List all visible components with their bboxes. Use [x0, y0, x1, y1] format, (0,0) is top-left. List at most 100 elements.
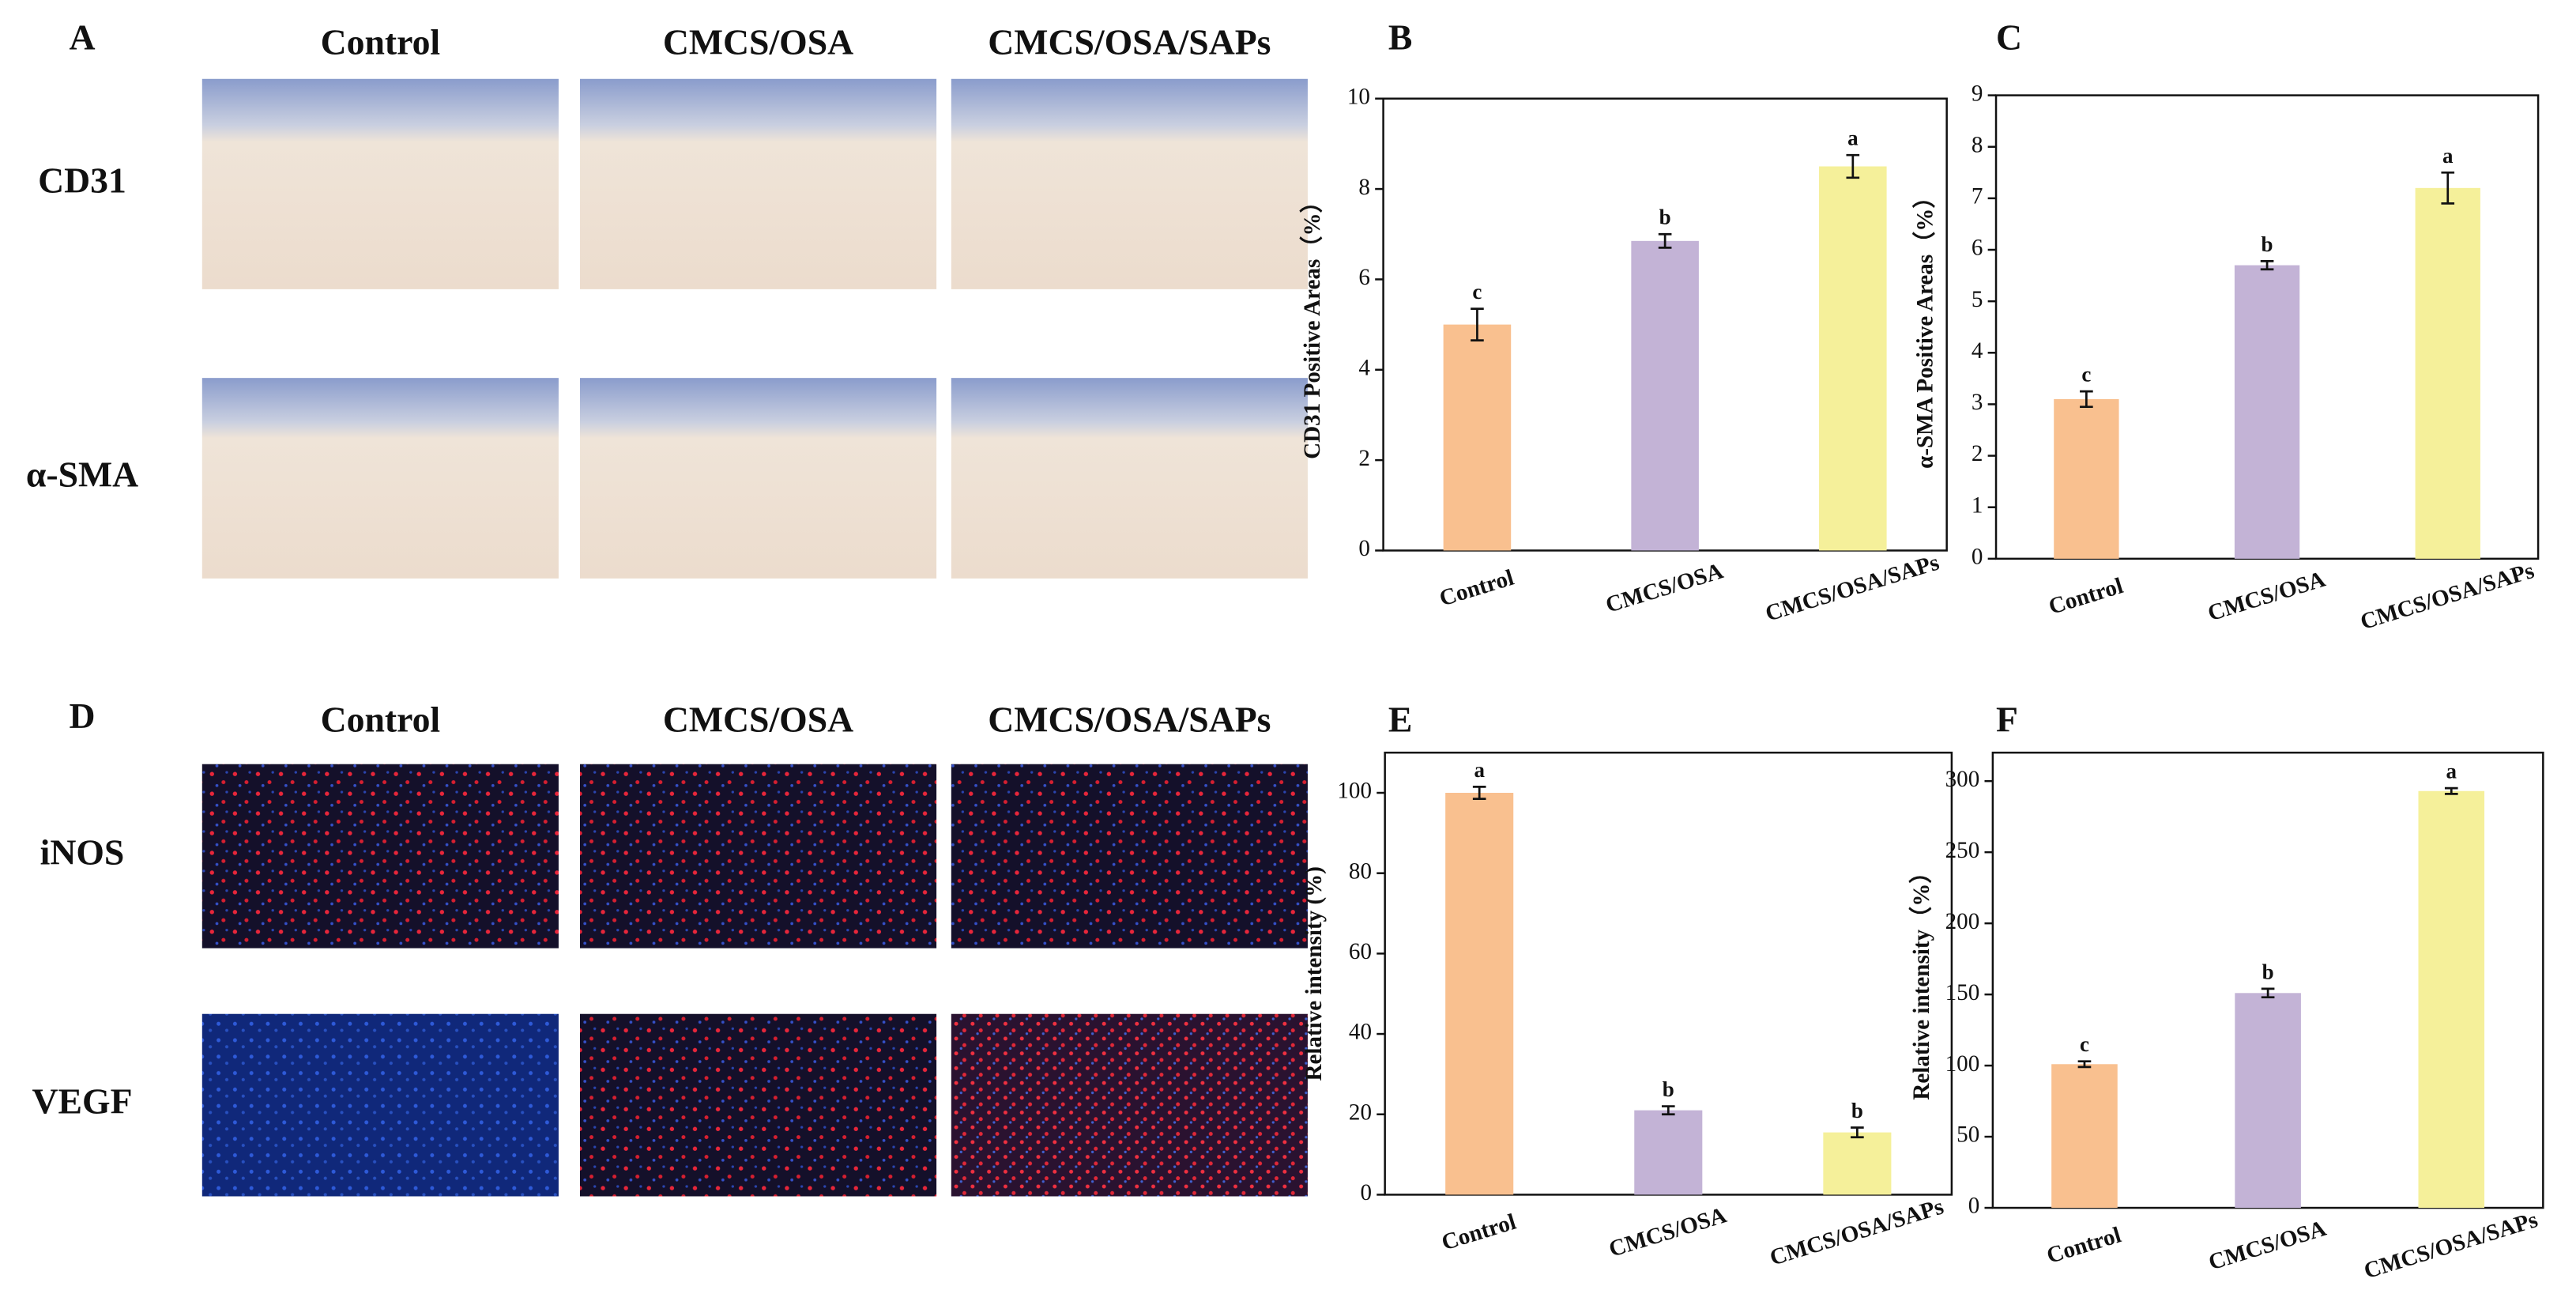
bar	[2418, 790, 2485, 1209]
panel-letter: D	[70, 696, 96, 736]
micrograph	[579, 1013, 937, 1197]
error-bar	[2077, 1060, 2092, 1069]
bar	[2234, 265, 2300, 559]
significance-letter: b	[2262, 232, 2273, 256]
y-tick-label: 40	[1349, 1020, 1372, 1045]
significance-letter: b	[1851, 1099, 1863, 1122]
micrograph	[951, 78, 1308, 289]
panel-letter: F	[1996, 699, 2018, 739]
column-title: CMCS/OSA/SAPs	[988, 22, 1271, 62]
bar	[1823, 1132, 1892, 1195]
x-tick-label: CMCS/OSA	[2205, 1216, 2329, 1276]
bar	[1631, 240, 1699, 551]
error-bar	[1851, 1126, 1864, 1139]
y-axis-label: Relative intensity（%）	[1908, 861, 1934, 1100]
row-label: iNOS	[40, 832, 125, 873]
micrograph	[579, 764, 937, 949]
y-tick-label: 2	[1358, 446, 1370, 471]
error-bar	[2260, 259, 2274, 271]
y-tick-label: 60	[1349, 939, 1372, 964]
y-tick-label: 8	[1972, 132, 1983, 157]
bar	[1445, 793, 1514, 1195]
error-bar	[1846, 153, 1860, 179]
y-tick-label: 3	[1972, 390, 1983, 415]
significance-letter: c	[2081, 363, 2091, 387]
error-bar	[2441, 171, 2455, 205]
y-tick-label: 50	[1956, 1122, 1979, 1148]
y-tick-label: 100	[1337, 779, 1372, 804]
micrograph	[201, 1013, 559, 1197]
y-tick-label: 7	[1972, 184, 1983, 209]
micrograph	[201, 378, 559, 579]
significance-letter: c	[2080, 1032, 2089, 1056]
y-tick-label: 20	[1349, 1100, 1372, 1125]
x-tick-label: Control	[2046, 573, 2126, 620]
significance-letter: b	[1663, 1077, 1674, 1101]
panel-letter: E	[1388, 699, 1413, 739]
row-label: VEGF	[32, 1081, 133, 1122]
significance-letter: b	[2262, 960, 2274, 983]
column-title: Control	[321, 699, 441, 739]
panel-letter: C	[1996, 17, 2022, 57]
x-tick-label: Control	[1439, 1209, 1520, 1256]
micrograph	[201, 764, 559, 949]
x-tick-label: CMCS/OSA	[1606, 1202, 1729, 1262]
y-axis-label: CD31 Positive Areas（%）	[1299, 190, 1325, 458]
micrograph	[951, 378, 1308, 579]
x-tick-label: CMCS/OSA	[2205, 567, 2328, 627]
y-tick-label: 200	[1945, 909, 1980, 934]
micrograph	[201, 78, 559, 289]
y-tick-label: 6	[1358, 265, 1370, 290]
y-axis-label: α-SMA Positive Areas（%）	[1911, 186, 1938, 469]
x-tick-label: Control	[1437, 565, 1517, 612]
error-bar	[1658, 232, 1672, 249]
y-tick-label: 80	[1349, 858, 1372, 884]
micrograph	[951, 1013, 1308, 1197]
y-tick-label: 1	[1972, 492, 1983, 518]
significance-letter: b	[1659, 206, 1671, 229]
bar	[1634, 1110, 1703, 1195]
column-title: CMCS/OSA	[663, 699, 853, 739]
error-bar	[1471, 307, 1484, 341]
column-title: Control	[321, 22, 441, 62]
bar	[2415, 187, 2480, 559]
y-tick-label: 0	[1360, 1180, 1372, 1205]
bar	[2235, 993, 2301, 1209]
error-bar	[1661, 1105, 1675, 1116]
error-bar	[1472, 786, 1486, 800]
y-tick-label: 0	[1358, 536, 1370, 561]
x-tick-label: CMCS/OSA	[1602, 558, 1726, 618]
y-tick-label: 250	[1945, 838, 1980, 863]
y-axis-label: Relative intensity (%)	[1301, 866, 1327, 1081]
y-tick-label: 9	[1972, 81, 1983, 106]
x-tick-label: CMCS/OSA/SAPs	[1767, 1194, 1946, 1270]
micrograph	[579, 78, 937, 289]
significance-letter: c	[1472, 280, 1482, 304]
row-label: α-SMA	[26, 454, 138, 494]
x-tick-label: Control	[2043, 1222, 2124, 1269]
error-bar	[2080, 390, 2093, 409]
significance-letter: a	[2442, 144, 2454, 168]
bar	[1819, 166, 1887, 551]
micrograph	[951, 764, 1308, 949]
y-tick-label: 0	[1972, 545, 1983, 570]
significance-letter: a	[2446, 760, 2457, 783]
row-label: CD31	[38, 160, 126, 200]
y-tick-label: 4	[1358, 355, 1370, 380]
x-tick-label: CMCS/OSA/SAPs	[2361, 1207, 2540, 1284]
micrograph	[579, 378, 937, 579]
y-tick-label: 0	[1968, 1194, 1980, 1219]
y-tick-label: 300	[1945, 767, 1980, 792]
x-tick-label: CMCS/OSA/SAPs	[2357, 558, 2536, 635]
y-tick-label: 10	[1347, 84, 1370, 109]
error-bar	[2261, 987, 2275, 999]
significance-letter: a	[1847, 126, 1859, 150]
x-tick-label: CMCS/OSA/SAPs	[1762, 550, 1941, 627]
y-tick-label: 4	[1972, 338, 1983, 364]
bar	[2051, 1064, 2118, 1209]
y-tick-label: 6	[1972, 236, 1983, 261]
error-bar	[2444, 786, 2458, 795]
column-title: CMCS/OSA	[663, 22, 853, 62]
